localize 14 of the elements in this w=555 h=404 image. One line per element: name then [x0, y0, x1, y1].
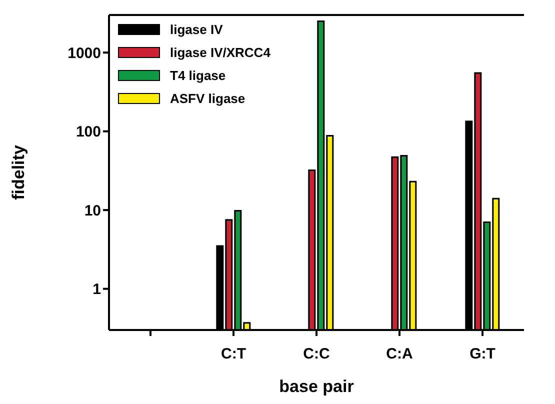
y-tick-label: 1: [92, 281, 101, 298]
y-axis-title: fidelity: [9, 144, 28, 200]
legend-label: ligase IV: [170, 21, 223, 39]
legend-label: ligase IV/XRCC4: [170, 44, 270, 62]
legend-label: T4 ligase: [170, 67, 226, 85]
x-tick-label: C:C: [303, 346, 330, 363]
legend-label: ASFV ligase: [170, 90, 246, 108]
y-tick-label: 100: [76, 124, 101, 141]
x-tick-label: C:A: [386, 346, 413, 363]
x-tick-label: G:T: [470, 346, 496, 363]
y-tick-label: 10: [84, 202, 101, 220]
x-tick-label: C:T: [221, 346, 246, 363]
x-axis-title: base pair: [279, 377, 354, 396]
y-tick-label: 1000: [68, 44, 101, 62]
